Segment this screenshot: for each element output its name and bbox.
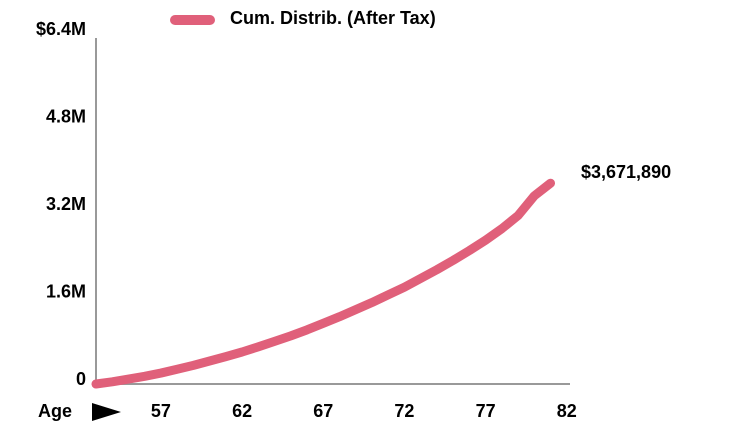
x-axis-label: Age	[38, 401, 72, 421]
x-tick-label: 67	[313, 401, 333, 421]
x-axis-arrow	[92, 403, 121, 421]
x-tick-label: 77	[476, 401, 496, 421]
y-tick-label: $6.4M	[36, 19, 86, 39]
legend-label: Cum. Distrib. (After Tax)	[230, 8, 436, 28]
x-tick-label: 82	[557, 401, 577, 421]
y-tick-label: 4.8M	[46, 106, 86, 126]
data-line	[91, 178, 556, 389]
y-tick-label: 1.6M	[46, 281, 86, 301]
end-value-label: $3,671,890	[581, 162, 671, 182]
y-tick-label: 3.2M	[46, 194, 86, 214]
x-tick-label: 62	[232, 401, 252, 421]
y-tick-label: 0	[76, 369, 86, 389]
x-tick-label: 72	[394, 401, 414, 421]
x-tick-label: 57	[151, 401, 171, 421]
